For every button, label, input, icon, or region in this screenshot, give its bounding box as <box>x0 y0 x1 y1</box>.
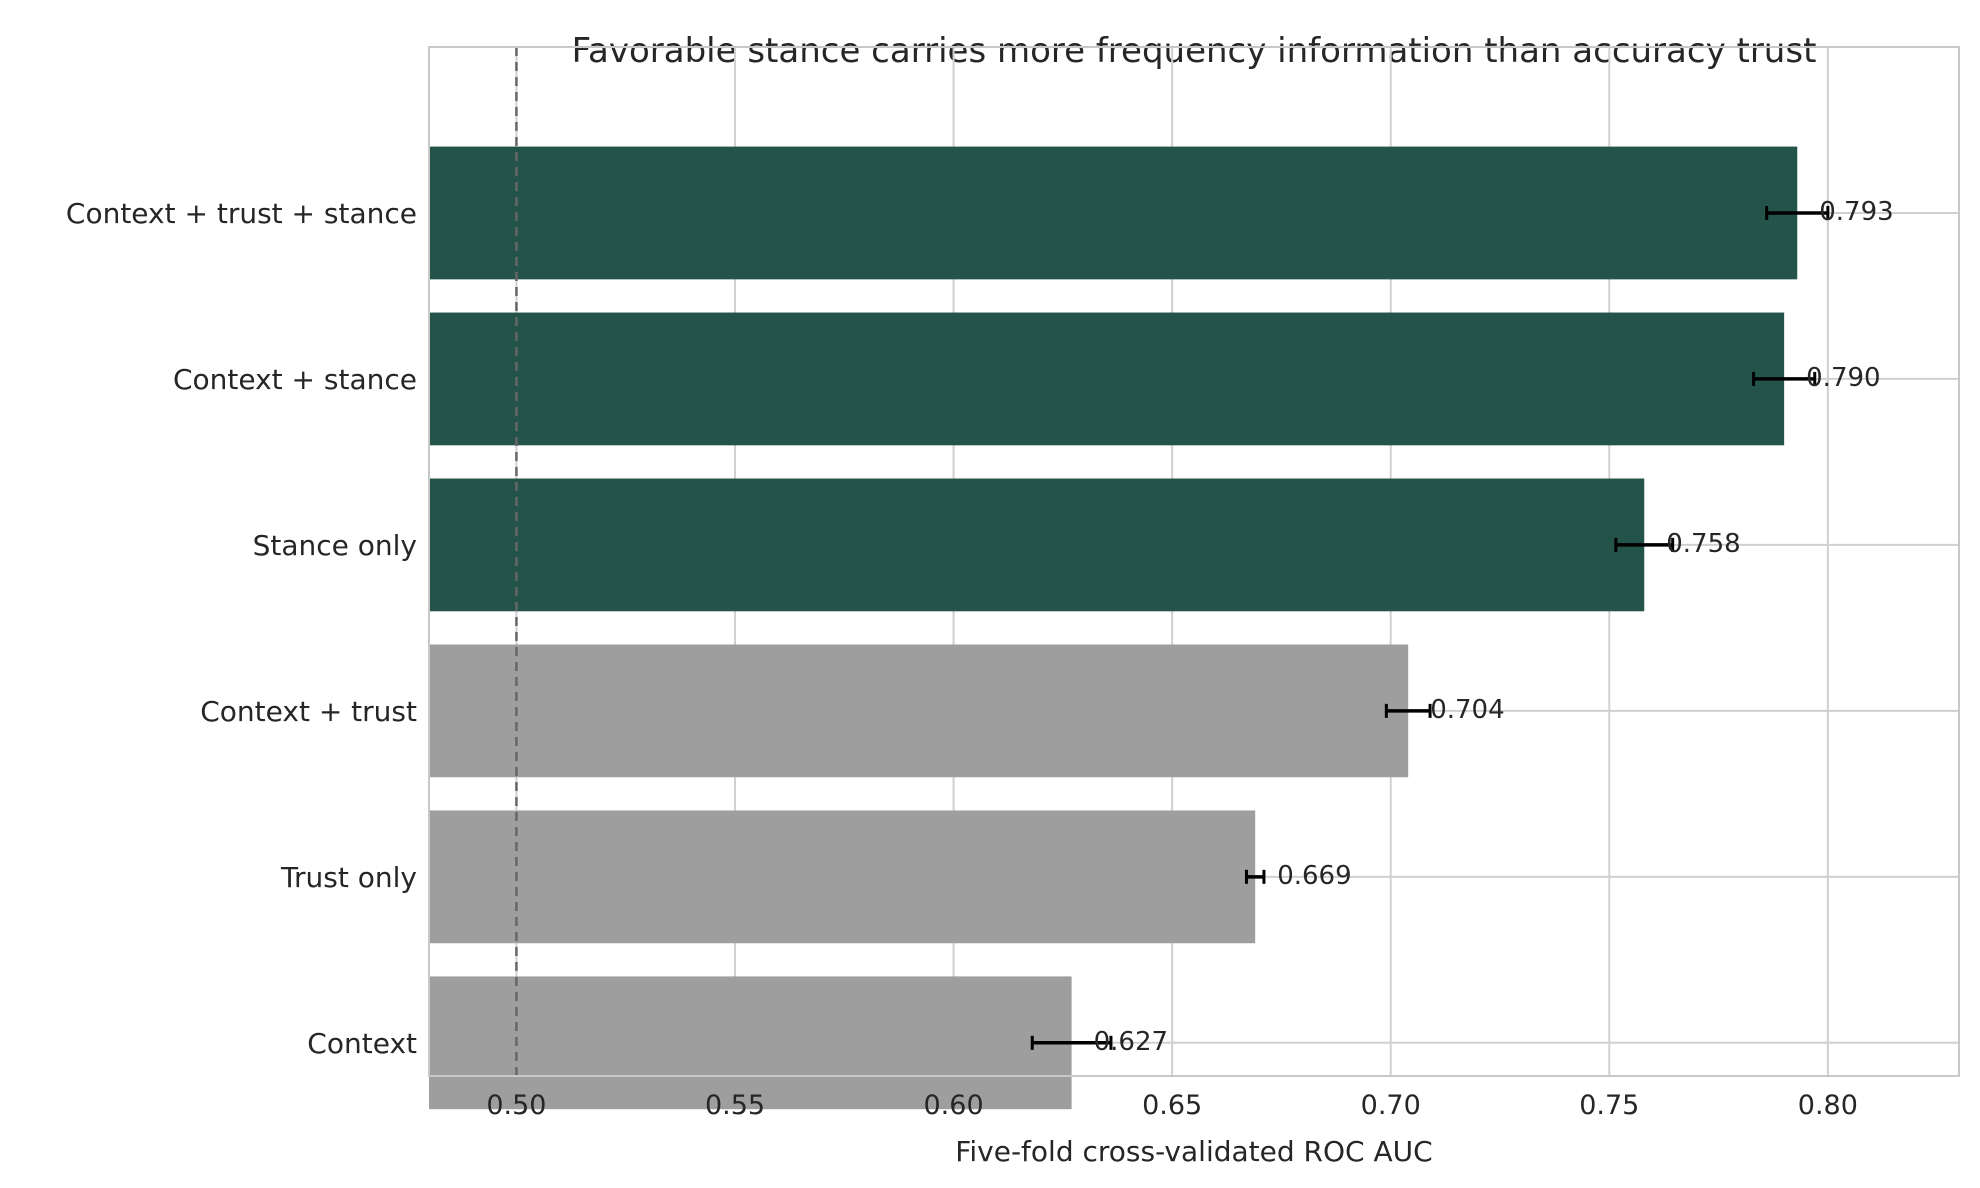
category-label: Trust only <box>280 861 417 894</box>
chart-title: Favorable stance carries more frequency … <box>572 31 1817 71</box>
error-bar-layer <box>1030 205 1830 1050</box>
category-label: Context + trust <box>200 695 417 728</box>
bar <box>429 644 1409 778</box>
x-tick-label: 0.60 <box>924 1090 984 1121</box>
value-label: 0.627 <box>1094 1027 1168 1057</box>
bar <box>429 976 1072 1110</box>
x-tick-label: 0.70 <box>1361 1090 1421 1121</box>
value-label: 0.669 <box>1277 861 1351 891</box>
value-label: 0.793 <box>1819 197 1893 227</box>
category-label: Context + trust + stance <box>66 197 417 230</box>
bar <box>429 810 1256 944</box>
bar <box>429 146 1798 280</box>
x-tick-label: 0.55 <box>705 1090 765 1121</box>
label-layer: 0.50 0.55 0.60 0.65 0.70 0.75 0.80 0.793 Context… <box>66 197 1894 1121</box>
bar <box>429 312 1785 446</box>
x-tick-label: 0.65 <box>1142 1090 1202 1121</box>
bar-layer <box>429 146 1798 1110</box>
x-tick-label: 0.50 <box>486 1090 546 1121</box>
value-label: 0.758 <box>1666 529 1740 559</box>
plot-frame <box>428 46 1960 1077</box>
x-tick-label: 0.75 <box>1579 1090 1639 1121</box>
category-label: Stance only <box>253 529 417 562</box>
category-label: Context <box>307 1027 417 1060</box>
value-label: 0.790 <box>1806 363 1880 393</box>
bar <box>429 478 1645 612</box>
value-label: 0.704 <box>1430 695 1504 725</box>
x-axis-label: Five-fold cross-validated ROC AUC <box>955 1135 1432 1168</box>
x-tick-label: 0.80 <box>1798 1090 1858 1121</box>
category-label: Context + stance <box>173 363 417 396</box>
